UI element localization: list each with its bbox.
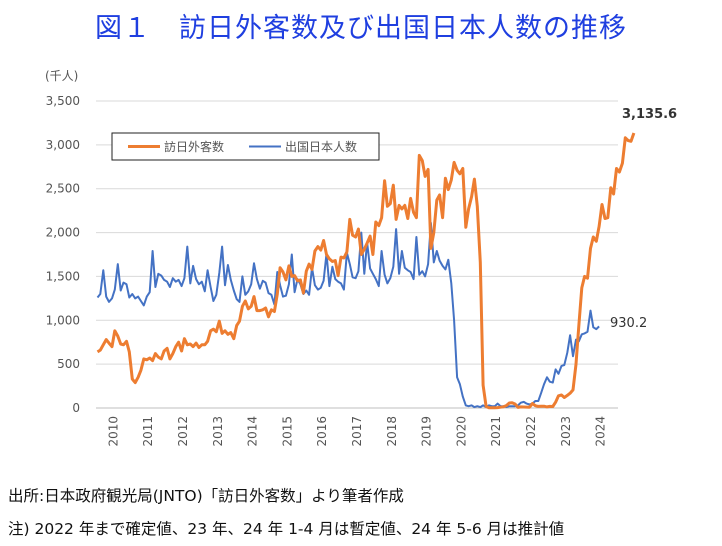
series-lines [96,132,636,410]
legend-label-visitors: 訪日外客数 [164,139,224,154]
annotation-visitors-last: 3,135.6 [622,107,677,122]
y-tick-label: 2,000 [46,226,80,240]
y-tick-label: 500 [57,357,80,371]
annotation-outbound-last: 930.2 [610,316,647,331]
legend: 訪日外客数 出国日本人数 [111,132,380,161]
page-title: 図１ 訪日外客数及び出国日本人数の推移 [95,13,627,44]
x-tick-label: 2019 [420,416,434,447]
x-tick-label: 2011 [141,416,155,447]
footnote: 注) 2022 年まで確定値、23 年、24 年 1-4 月は暫定値、24 年 … [8,520,565,538]
x-tick-label: 2014 [246,416,260,447]
x-tick-label: 2021 [489,416,503,447]
y-tick-label: 3,500 [46,94,80,108]
legend-label-outbound: 出国日本人数 [285,139,357,154]
x-axis: 2010 2011 2012 2013 2014 2015 2016 2017 2018 2019… [106,416,607,447]
x-tick-label: 2015 [280,416,294,447]
y-tick-label: 1,000 [46,313,80,327]
x-tick-label: 2016 [315,416,329,447]
x-tick-label: 2012 [176,416,190,447]
y-tick-label: 0 [72,401,80,415]
y-tick-label: 3,000 [46,138,80,152]
source-note: 出所:日本政府観光局(JNTO)「訪日外客数」より筆者作成 [8,487,404,505]
x-tick-label: 2020 [454,416,468,447]
grid-lines [96,100,618,409]
y-tick-label: 2,500 [46,182,80,196]
x-tick-label: 2024 [594,416,608,447]
x-tick-label: 2018 [385,416,399,447]
x-tick-label: 2023 [559,416,573,447]
y-tick-label: 1,500 [46,269,80,283]
y-unit-label: (千人) [45,69,78,83]
x-tick-label: 2022 [524,416,538,447]
x-tick-label: 2010 [106,416,120,447]
x-tick-label: 2013 [211,416,225,447]
x-tick-label: 2017 [350,416,364,447]
y-axis: 0 500 1,000 1,500 2,000 2,500 3,000 3,500 [46,94,80,415]
series-line-visitors [96,132,636,410]
